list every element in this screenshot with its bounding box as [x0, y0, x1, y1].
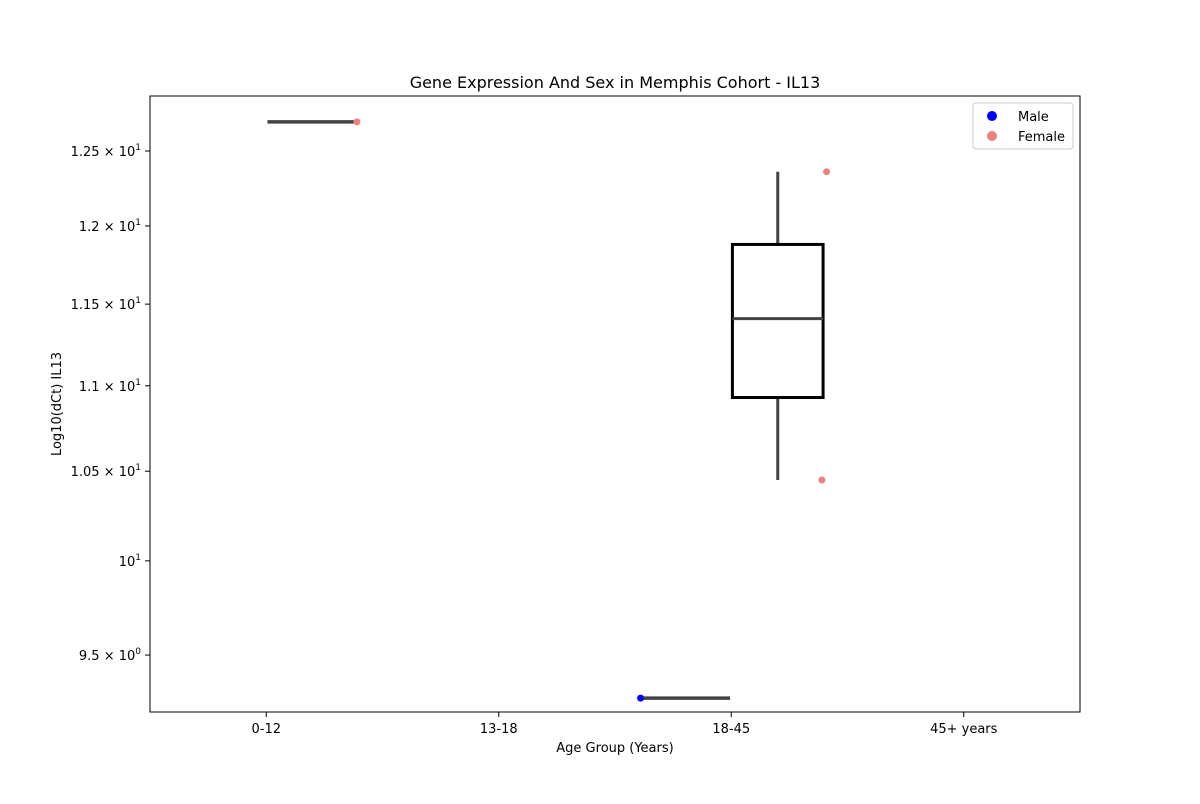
chart-title: Gene Expression And Sex in Memphis Cohor… [410, 73, 821, 92]
y-tick-label: 1.15 × 101 [71, 296, 141, 313]
plot-frame [149, 95, 1081, 713]
plot-area [267, 118, 831, 702]
x-tick-label: 0-12 [251, 722, 281, 737]
legend-label-female: Female [1018, 130, 1065, 145]
data-point-female [823, 168, 831, 176]
y-tick-label: 101 [119, 553, 141, 570]
y-tick-label: 1.05 × 101 [71, 463, 141, 480]
data-point-male [637, 694, 645, 702]
x-tick-label: 13-18 [480, 722, 518, 737]
legend-marker-male [987, 111, 997, 121]
box-18-45-female [730, 171, 825, 481]
y-axis-label: Log10(dCt) IL13 [50, 352, 65, 456]
data-point-female [818, 476, 826, 484]
x-tick-label: 18-45 [712, 722, 750, 737]
legend-marker-female [987, 131, 997, 141]
axes: 0-12 13-18 18-45 45+ years 9.5 × 100 101 1.05 … [71, 95, 1081, 737]
legend: Male Female [972, 102, 1074, 150]
data-point-female [353, 118, 361, 126]
x-tick-label: 45+ years [930, 722, 998, 737]
legend-label-male: Male [1018, 110, 1049, 125]
y-tick-label: 1.1 × 101 [79, 378, 141, 395]
x-axis-label: Age Group (Years) [556, 741, 673, 756]
box-body [730, 242, 825, 400]
y-tick-label: 1.25 × 101 [71, 143, 141, 160]
legend-box [972, 102, 1074, 150]
y-tick-label: 9.5 × 100 [79, 647, 141, 664]
y-tick-label: 1.2 × 101 [79, 218, 141, 235]
